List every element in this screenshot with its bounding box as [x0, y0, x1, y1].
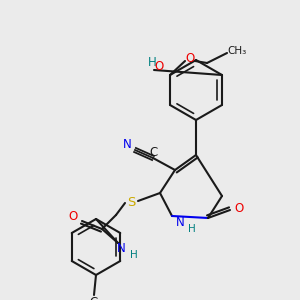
Text: O: O — [154, 61, 164, 74]
Text: CH₃: CH₃ — [227, 46, 247, 56]
Text: O: O — [234, 202, 244, 214]
Text: C: C — [90, 296, 98, 300]
Text: N: N — [176, 215, 184, 229]
Text: C: C — [149, 146, 157, 158]
Text: H: H — [188, 224, 196, 234]
Text: H: H — [148, 56, 156, 70]
Text: N: N — [117, 242, 125, 256]
Text: N: N — [123, 139, 131, 152]
Text: S: S — [127, 196, 135, 209]
Text: H: H — [130, 250, 138, 260]
Text: O: O — [68, 211, 78, 224]
Text: O: O — [185, 52, 195, 65]
